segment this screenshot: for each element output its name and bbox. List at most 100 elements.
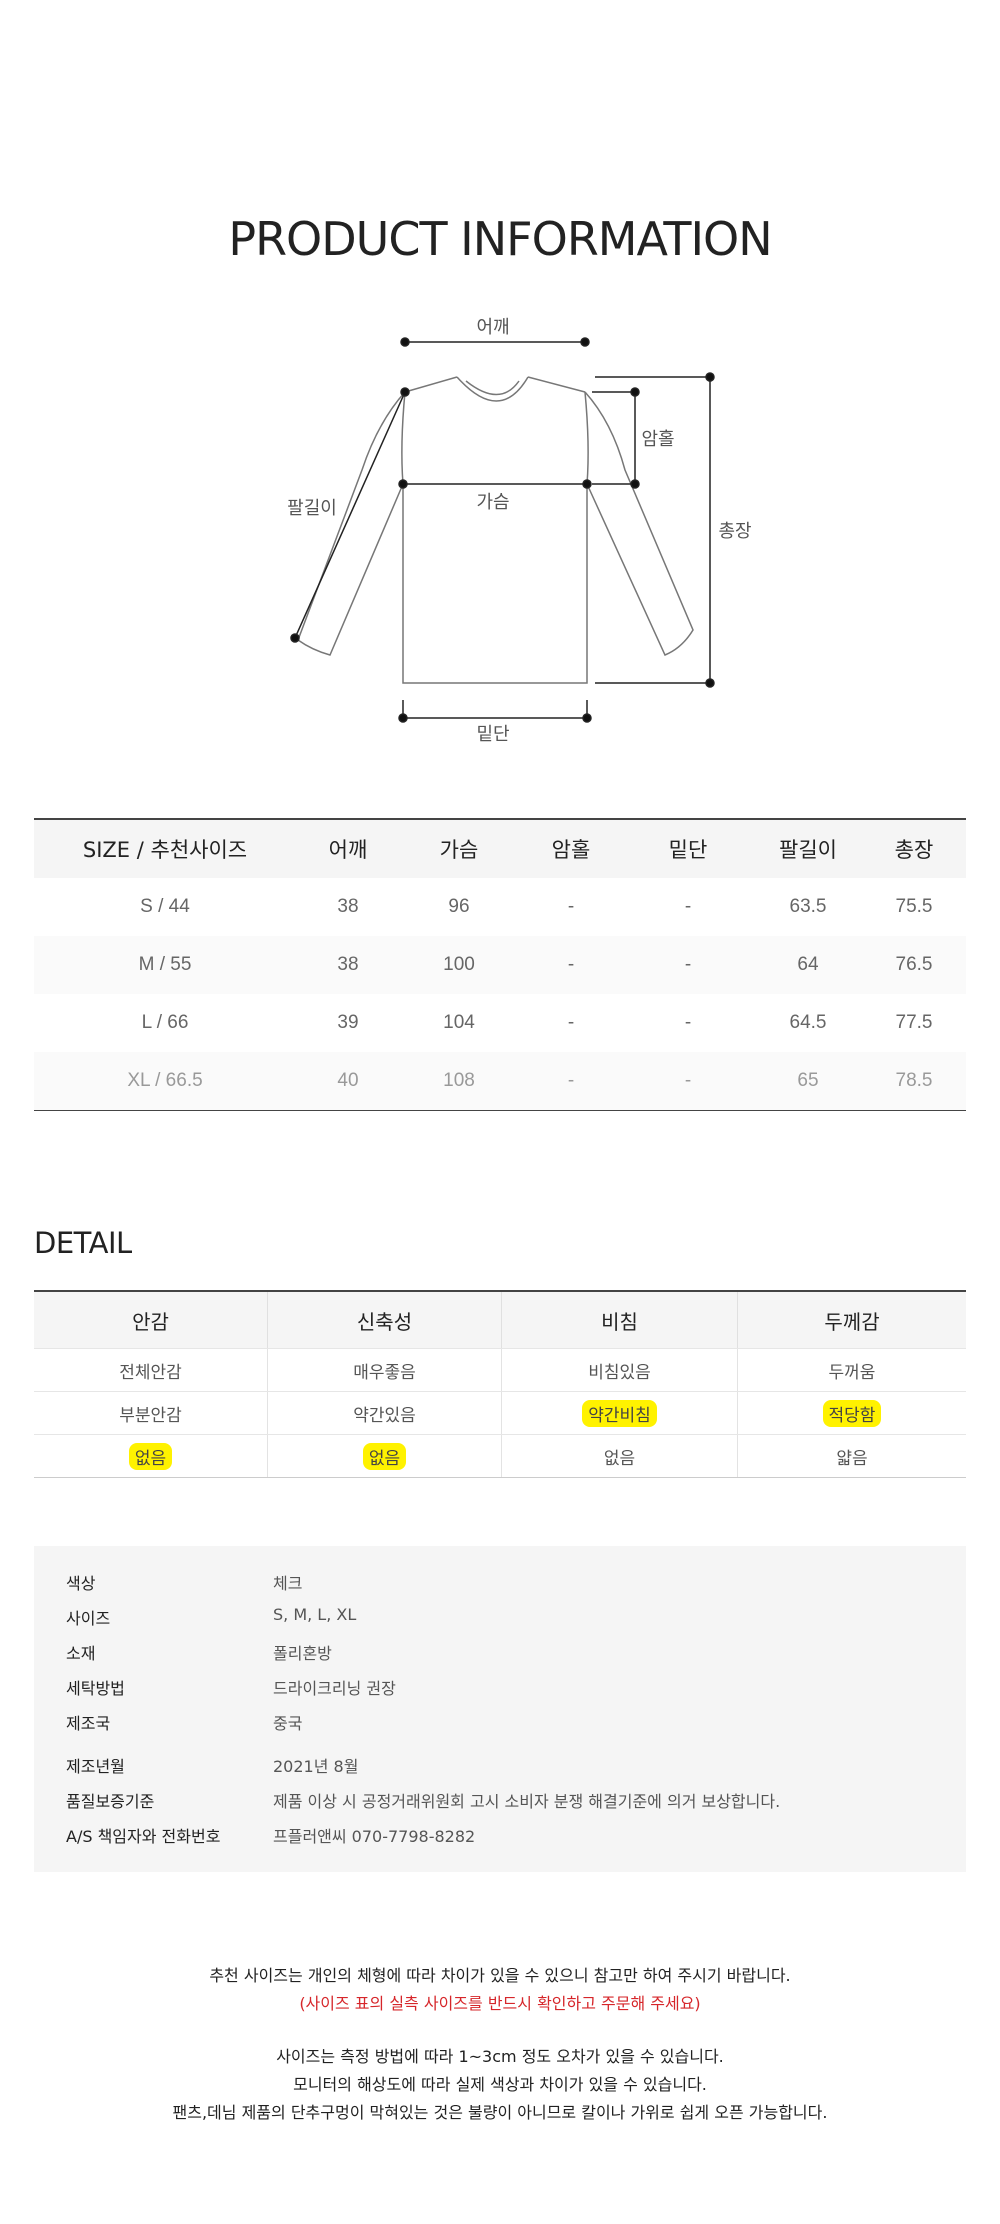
size-cell: - xyxy=(684,896,692,917)
detail-cell: 약간비침 xyxy=(502,1392,738,1434)
size-cell: 39 xyxy=(337,1012,359,1033)
info-key: 제조년월 xyxy=(66,1757,125,1776)
size-cell: 40 xyxy=(337,1070,359,1091)
size-cell: 77.5 xyxy=(895,1012,933,1033)
info-key: 세탁방법 xyxy=(66,1679,125,1698)
detail-cell-text: 매우좋음 xyxy=(353,1362,416,1383)
detail-table-header: 안감 신축성 비침 두께감 xyxy=(34,1292,966,1348)
table-row: M / 55 38 100 - - 64 76.5 xyxy=(34,936,966,994)
detail-cell-text: 없음 xyxy=(603,1448,636,1469)
size-table: SIZE / 추천사이즈 어깨 가슴 암홀 밑단 팔길이 총장 S / 44 3… xyxy=(34,818,966,1111)
size-header-cell: 팔길이 xyxy=(779,838,837,862)
info-key: 사이즈 xyxy=(66,1609,111,1628)
detail-cell: 전체안감 xyxy=(34,1349,268,1391)
size-cell: 108 xyxy=(443,1070,475,1091)
detail-cell-text: 비침있음 xyxy=(588,1362,651,1383)
size-cell: - xyxy=(567,1012,575,1033)
detail-cell-selected: 없음 xyxy=(128,1442,173,1470)
detail-cell: 적당함 xyxy=(738,1392,966,1434)
info-value: S, M, L, XL xyxy=(273,1605,357,1624)
notice-line: 모니터의 해상도에 따라 실제 색상과 차이가 있을 수 있습니다. xyxy=(293,2075,707,2094)
label-armhole: 암홀 xyxy=(641,429,674,450)
detail-cell: 없음 xyxy=(34,1435,268,1477)
detail-header-cell: 신축성 xyxy=(268,1292,502,1348)
info-value: 제품 이상 시 공정거래위원회 고시 소비자 분쟁 해결기준에 의거 보상합니다… xyxy=(273,1792,781,1811)
product-info-box: 색상 체크 사이즈 S, M, L, XL 소재 폴리혼방 세탁방법 드라이크리… xyxy=(34,1546,966,1872)
size-cell: 64 xyxy=(797,954,819,975)
info-key: 품질보증기준 xyxy=(66,1792,155,1811)
detail-cell-text: 전체안감 xyxy=(119,1362,182,1383)
size-cell: 78.5 xyxy=(895,1070,933,1091)
notice-line: 사이즈는 측정 방법에 따라 1~3cm 정도 오차가 있을 수 있습니다. xyxy=(276,2047,724,2066)
size-cell: - xyxy=(684,1070,692,1091)
size-cell: S / 44 xyxy=(140,896,190,917)
info-key: 제조국 xyxy=(66,1714,111,1733)
detail-cell: 약간있음 xyxy=(268,1392,502,1434)
detail-cell-text: 두꺼움 xyxy=(828,1362,876,1383)
table-row: L / 66 39 104 - - 64.5 77.5 xyxy=(34,994,966,1052)
detail-cell-text: 얇음 xyxy=(836,1448,868,1469)
info-key: 색상 xyxy=(66,1574,96,1593)
size-cell: 104 xyxy=(443,1012,475,1033)
size-cell: - xyxy=(567,1070,575,1091)
detail-header-cell: 두께감 xyxy=(824,1309,880,1334)
detail-cell: 없음 xyxy=(502,1435,738,1477)
detail-cell-text: 부분안감 xyxy=(119,1405,182,1426)
size-table-header: SIZE / 추천사이즈 어깨 가슴 암홀 밑단 팔길이 총장 xyxy=(34,820,966,878)
size-cell: 64.5 xyxy=(789,1012,827,1033)
size-cell: M / 55 xyxy=(138,954,192,975)
table-row: 전체안감 매우좋음 비침있음 두꺼움 xyxy=(34,1348,966,1391)
notice-line-warning: (사이즈 표의 실측 사이즈를 반드시 확인하고 주문해 주세요) xyxy=(299,1994,701,2013)
label-chest: 가슴 xyxy=(476,492,509,513)
detail-cell: 비침있음 xyxy=(502,1349,738,1391)
measurement-lines xyxy=(290,337,715,723)
detail-cell: 두꺼움 xyxy=(738,1349,966,1391)
size-cell: - xyxy=(684,954,692,975)
detail-cell-text: 약간있음 xyxy=(353,1405,416,1426)
info-key: 소재 xyxy=(66,1644,96,1663)
size-cell: 100 xyxy=(443,954,475,975)
notice-line: 팬츠,데님 제품의 단추구멍이 막혀있는 것은 불량이 아니므로 칼이나 가위로… xyxy=(172,2103,828,2122)
info-value: 중국 xyxy=(273,1714,303,1733)
detail-cell-selected: 적당함 xyxy=(822,1399,882,1427)
detail-cell: 없음 xyxy=(268,1435,502,1477)
size-cell: XL / 66.5 xyxy=(127,1070,203,1091)
size-cell: 63.5 xyxy=(789,896,827,917)
detail-cell: 얇음 xyxy=(738,1435,966,1477)
size-cell: 96 xyxy=(448,896,470,917)
size-header-cell: 어깨 xyxy=(328,838,368,862)
info-value: 2021년 8월 xyxy=(273,1757,359,1776)
label-sleeve: 팔길이 xyxy=(287,498,337,519)
size-cell: 38 xyxy=(337,954,359,975)
detail-title: DETAIL xyxy=(34,1226,132,1260)
detail-cell-selected: 없음 xyxy=(362,1442,407,1470)
size-cell: 65 xyxy=(797,1070,819,1091)
page-title: PRODUCT INFORMATION xyxy=(228,212,772,266)
detail-header-cell: 비침 xyxy=(502,1292,738,1348)
size-cell: - xyxy=(567,954,575,975)
notice-line: 추천 사이즈는 개인의 체형에 따라 차이가 있을 수 있으니 참고만 하여 주… xyxy=(209,1966,791,1985)
table-row: 부분안감 약간있음 약간비침 적당함 xyxy=(34,1391,966,1434)
garment-outline xyxy=(297,376,694,684)
info-value: 프플러앤씨 070-7798-8282 xyxy=(273,1827,476,1846)
label-hem: 밑단 xyxy=(476,724,509,745)
size-cell: 75.5 xyxy=(895,896,933,917)
table-row: XL / 66.5 40 108 - - 65 78.5 xyxy=(34,1052,966,1110)
size-header-cell: 암홀 xyxy=(551,838,591,862)
detail-cell: 부분안감 xyxy=(34,1392,268,1434)
info-value: 드라이크리닝 권장 xyxy=(273,1679,396,1698)
size-cell: 38 xyxy=(337,896,359,917)
label-shoulder: 어깨 xyxy=(476,317,509,338)
table-row: S / 44 38 96 - - 63.5 75.5 xyxy=(34,878,966,936)
detail-cell-selected: 약간비침 xyxy=(582,1399,657,1427)
size-header-cell: SIZE / 추천사이즈 xyxy=(82,838,248,862)
table-row: 없음 없음 없음 얇음 xyxy=(34,1434,966,1477)
detail-header-cell: 안감 xyxy=(34,1292,268,1348)
size-header-cell: 총장 xyxy=(894,838,934,862)
size-cell: L / 66 xyxy=(141,1012,189,1033)
info-value: 폴리혼방 xyxy=(273,1644,332,1663)
info-value: 체크 xyxy=(273,1574,303,1593)
detail-cell: 매우좋음 xyxy=(268,1349,502,1391)
detail-table: 안감 신축성 비침 두께감 전체안감 매우좋음 비침있음 두꺼움 부분안감 약간… xyxy=(34,1290,966,1478)
size-cell: - xyxy=(567,896,575,917)
